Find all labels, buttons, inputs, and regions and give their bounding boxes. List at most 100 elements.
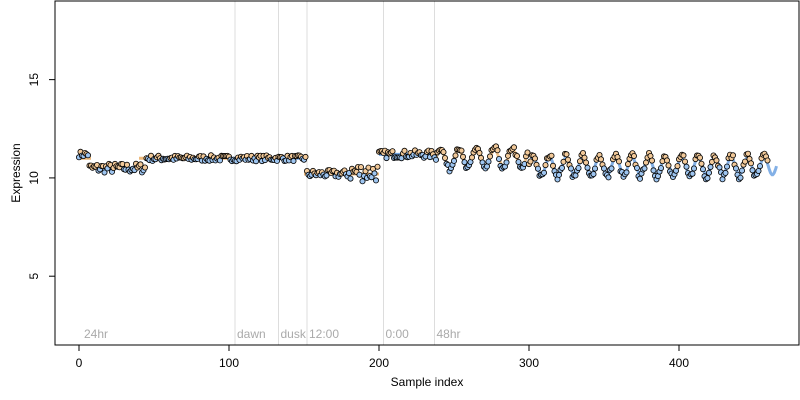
data-point xyxy=(524,149,531,156)
x-axis-title: Sample index xyxy=(391,375,464,389)
data-point xyxy=(495,155,502,162)
data-point xyxy=(371,170,378,177)
data-point xyxy=(347,175,354,182)
data-point xyxy=(563,151,570,158)
x-axis: 0 100 200 300 400 xyxy=(76,344,689,370)
data-point xyxy=(598,156,605,163)
data-point xyxy=(592,165,599,172)
data-point xyxy=(124,161,131,168)
data-point xyxy=(757,163,764,170)
data-point xyxy=(707,163,714,170)
data-point xyxy=(450,157,457,164)
data-point xyxy=(357,164,364,171)
data-point xyxy=(739,167,746,174)
data-point xyxy=(755,167,762,174)
data-point xyxy=(568,165,575,172)
data-point xyxy=(458,147,465,154)
data-point xyxy=(650,167,657,174)
data-point xyxy=(733,165,740,172)
data-point xyxy=(601,165,608,172)
data-point xyxy=(608,165,615,172)
data-point xyxy=(503,159,510,166)
data-point xyxy=(510,144,517,151)
data-point xyxy=(749,167,756,174)
x-tick-label-2: 200 xyxy=(369,356,389,370)
data-point xyxy=(432,156,439,163)
phase-label-1: dusk xyxy=(281,327,307,341)
data-point xyxy=(605,174,612,181)
data-point xyxy=(631,152,638,159)
data-point xyxy=(323,172,330,179)
data-point xyxy=(706,169,713,176)
data-point xyxy=(641,165,648,172)
phase-label-4: 48hr xyxy=(437,327,461,341)
y-tick-label-1: 10 xyxy=(27,171,41,185)
data-point xyxy=(101,169,108,176)
data-point xyxy=(682,158,689,165)
data-point xyxy=(680,152,687,159)
data-point xyxy=(461,159,468,166)
data-point xyxy=(302,153,309,160)
data-point xyxy=(742,158,749,165)
phase-labels: dawn dusk 12:00 0:00 48hr 24hr xyxy=(84,327,461,341)
data-point xyxy=(459,153,466,160)
data-point xyxy=(764,157,771,164)
data-point xyxy=(383,155,390,162)
data-point xyxy=(452,152,459,159)
data-point xyxy=(625,161,632,168)
x-tick-label-1: 100 xyxy=(219,356,239,370)
corner-label: 24hr xyxy=(84,327,108,341)
y-tick-label-2: 15 xyxy=(27,73,41,87)
data-point xyxy=(542,162,549,169)
data-point xyxy=(664,157,671,164)
data-point xyxy=(550,162,557,169)
data-points-layer xyxy=(76,143,771,185)
data-point xyxy=(541,169,548,176)
data-point xyxy=(683,163,690,170)
data-point xyxy=(623,169,630,176)
data-point xyxy=(141,164,148,171)
data-point xyxy=(748,160,755,167)
data-point xyxy=(691,165,698,172)
y-axis-title: Expression xyxy=(9,143,23,202)
data-point xyxy=(575,165,582,172)
data-point xyxy=(689,170,696,177)
data-point xyxy=(535,165,542,172)
data-point xyxy=(730,152,737,159)
data-point xyxy=(590,171,597,178)
data-point xyxy=(724,163,731,170)
data-point xyxy=(658,165,665,172)
data-point xyxy=(290,157,297,164)
data-point xyxy=(581,154,588,161)
data-point xyxy=(700,166,707,173)
data-point xyxy=(674,163,681,170)
data-point xyxy=(745,150,752,157)
data-point xyxy=(577,158,584,165)
data-point xyxy=(704,175,711,182)
data-point xyxy=(389,148,396,155)
data-point xyxy=(527,158,534,165)
data-point xyxy=(515,158,522,165)
data-point xyxy=(514,152,521,159)
data-point xyxy=(616,158,623,165)
data-point xyxy=(665,162,672,169)
data-point xyxy=(649,157,656,164)
phase-label-2: 12:00 xyxy=(309,327,339,341)
data-point xyxy=(737,174,744,181)
data-point xyxy=(494,147,501,154)
y-axis: 5 10 15 xyxy=(27,73,56,280)
phase-label-0: dawn xyxy=(237,327,266,341)
data-point xyxy=(85,152,92,159)
data-point xyxy=(486,153,493,160)
data-point xyxy=(713,157,720,164)
y-tick-label-0: 5 xyxy=(27,273,41,280)
data-point xyxy=(468,154,475,161)
data-point xyxy=(583,159,590,166)
data-point xyxy=(716,164,723,171)
x-tick-label-0: 0 xyxy=(76,356,83,370)
x-tick-label-4: 400 xyxy=(669,356,689,370)
data-point xyxy=(698,160,705,167)
data-point xyxy=(634,164,641,171)
